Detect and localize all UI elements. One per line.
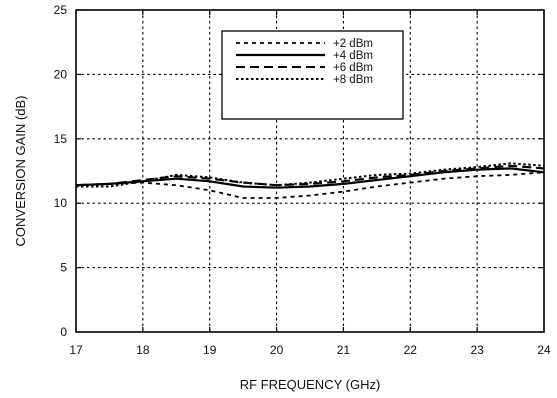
y-tick-label: 25 — [54, 3, 68, 17]
x-tick-label: 17 — [69, 343, 83, 357]
series-line — [76, 162, 545, 188]
y-tick-label: 15 — [54, 132, 68, 146]
x-axis-label: RF FREQUENCY (GHz) — [240, 377, 381, 392]
series-lines — [75, 162, 545, 199]
y-tick-label: 20 — [54, 67, 68, 81]
series-line — [75, 164, 545, 187]
x-tick-label: 18 — [136, 343, 150, 357]
legend-label: +2 dBm — [333, 38, 373, 50]
y-tick-label: 10 — [54, 196, 68, 210]
legend-label: +8 dBm — [333, 74, 373, 86]
x-tick-label: 24 — [537, 343, 551, 357]
y-tick-label: 0 — [60, 325, 67, 339]
series-line — [75, 171, 545, 199]
legend-label: +4 dBm — [333, 50, 373, 62]
x-tick-label: 21 — [337, 343, 351, 357]
grid-lines — [76, 10, 544, 332]
x-tick-label: 23 — [470, 343, 484, 357]
x-tick-label: 19 — [203, 343, 217, 357]
legend-box — [221, 30, 404, 120]
series-line — [75, 167, 545, 189]
legend: +2 dBm+4 dBm+6 dBm+8 dBm — [221, 30, 404, 120]
legend-label: +6 dBm — [333, 62, 373, 74]
x-tick-label: 22 — [404, 343, 418, 357]
axis-ticks: 17 18 19 20 21 22 23 24 0 5 10 15 20 25 — [54, 3, 551, 357]
plot-frame — [75, 9, 545, 333]
y-axis-label: CONVERSION GAIN (dB) — [13, 96, 28, 247]
y-tick-label: 5 — [60, 261, 67, 275]
x-tick-label: 20 — [270, 343, 284, 357]
